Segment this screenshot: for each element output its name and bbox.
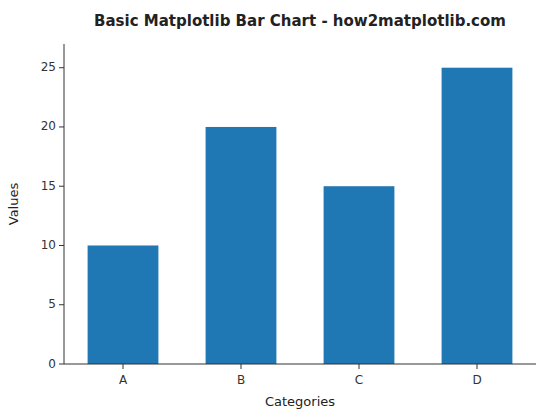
- y-tick-label: 5: [48, 297, 56, 311]
- y-tick-label: 20: [41, 119, 56, 133]
- x-tick: [359, 364, 360, 369]
- y-tick-label: 25: [41, 60, 56, 74]
- chart-container: 0 5 10 15 20 25 A B C D Basic Matplotlib Bar Chart…: [0, 0, 560, 420]
- bar: [324, 186, 395, 364]
- chart-title: Basic Matplotlib Bar Chart - how2matplot…: [94, 12, 506, 30]
- y-tick-label: 15: [41, 179, 56, 193]
- y-tick: [59, 186, 64, 187]
- y-tick: [59, 245, 64, 246]
- x-tick: [477, 364, 478, 369]
- bar: [206, 127, 277, 364]
- x-tick-label: A: [119, 373, 128, 387]
- x-tick-label: B: [237, 373, 245, 387]
- y-tick-label: 10: [41, 238, 56, 252]
- bar: [442, 68, 513, 364]
- y-tick: [59, 304, 64, 305]
- y-tick: [59, 126, 64, 127]
- x-axis-label: Categories: [265, 394, 335, 409]
- x-axis-line: [64, 364, 536, 365]
- y-tick-label: 0: [48, 357, 56, 371]
- bars: [88, 68, 513, 364]
- x-tick: [123, 364, 124, 369]
- axes: 0 5 10 15 20 25 A B C D: [41, 44, 536, 387]
- y-tick: [59, 67, 64, 68]
- x-tick-label: C: [355, 373, 363, 387]
- y-axis-line: [64, 44, 65, 364]
- y-tick: [59, 364, 64, 365]
- x-tick-label: D: [472, 373, 481, 387]
- chart-svg: 0 5 10 15 20 25 A B C D Basic Matplotlib Bar Chart…: [0, 0, 560, 420]
- x-tick: [241, 364, 242, 369]
- bar: [88, 245, 159, 364]
- y-axis-label: Values: [6, 183, 21, 226]
